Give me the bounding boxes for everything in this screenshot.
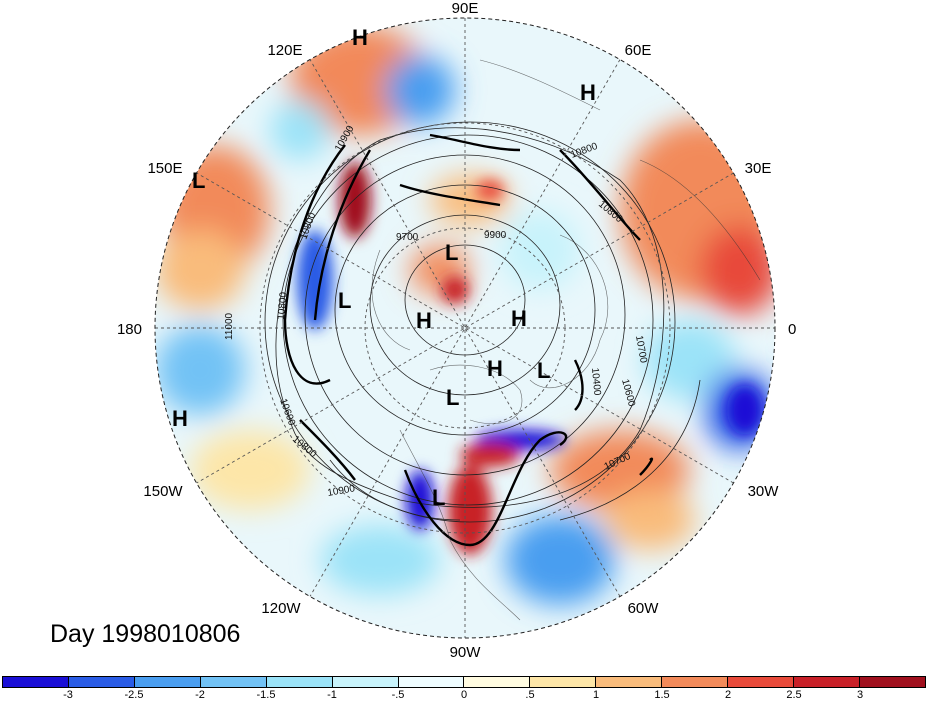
lon-label-150w: 150W xyxy=(143,483,183,500)
colorbar-tick-label: -3 xyxy=(63,689,73,701)
high-marker: H xyxy=(416,308,432,333)
high-marker: H xyxy=(487,356,503,381)
anomaly-shading xyxy=(155,25,775,605)
lon-label-60e: 60E xyxy=(625,42,652,59)
lon-label-90e: 90E xyxy=(452,0,479,17)
lon-label-120w: 120W xyxy=(261,600,301,617)
lon-label-90w: 90W xyxy=(450,644,482,661)
lon-label-30e: 30E xyxy=(745,160,772,177)
low-marker: L xyxy=(445,240,458,265)
lon-label-120e: 120E xyxy=(267,42,302,59)
contour-label: 11000 xyxy=(224,312,235,340)
high-marker: H xyxy=(352,25,368,50)
colorbar-ticks: -3 -2.5 -2 -1.5 -1 -.5 0 .5 1 1.5 2 2.5 3 xyxy=(2,689,926,702)
low-marker: L xyxy=(432,485,445,510)
colorbar-swatch xyxy=(728,677,795,687)
colorbar xyxy=(2,676,926,688)
contour-label: 9900 xyxy=(484,230,507,241)
colorbar-swatch xyxy=(266,677,333,687)
colorbar-swatch xyxy=(794,677,860,687)
contour-label: 9700 xyxy=(396,232,419,243)
low-marker: L xyxy=(446,385,459,410)
colorbar-swatch xyxy=(662,677,729,687)
colorbar-tick-label: -1.5 xyxy=(256,689,276,701)
lon-label-180: 180 xyxy=(117,321,142,338)
colorbar-tick-label: 3 xyxy=(856,689,864,701)
colorbar-tick-label: 2.5 xyxy=(786,689,802,701)
high-marker: H xyxy=(580,80,596,105)
low-marker: L xyxy=(338,288,351,313)
longitude-labels: 90E 60E 30E 0 30W 60W 90W 120W 150W 180 … xyxy=(117,0,796,661)
coastlines xyxy=(371,59,761,621)
colorbar-swatch xyxy=(530,677,597,687)
date-label: Day 1998010806 xyxy=(50,620,241,648)
lon-label-30w: 30W xyxy=(748,483,780,500)
colorbar-swatch xyxy=(200,677,267,687)
colorbar-swatch xyxy=(3,677,69,687)
lon-label-0: 0 xyxy=(788,321,796,338)
colorbar-tick-label: -.5 xyxy=(391,689,405,701)
colorbar-tick-label: -1 xyxy=(327,689,337,701)
polar-map: 90E 60E 30E 0 30W 60W 90W 120W 150W 180 … xyxy=(117,0,796,661)
colorbar-swatch xyxy=(398,677,465,687)
high-marker: H xyxy=(172,406,188,431)
colorbar-tick-label: .5 xyxy=(525,689,535,701)
colorbar-tick-label: -2 xyxy=(195,689,205,701)
colorbar-tick-label: 2 xyxy=(724,689,732,701)
colorbar-tick-label: 1.5 xyxy=(654,689,670,701)
colorbar-swatch xyxy=(68,677,135,687)
low-marker: L xyxy=(537,358,550,383)
colorbar-swatch xyxy=(332,677,399,687)
graticule xyxy=(155,18,775,638)
lon-label-150e: 150E xyxy=(147,160,182,177)
high-marker: H xyxy=(511,306,527,331)
colorbar-swatch xyxy=(859,677,925,687)
colorbar-swatch xyxy=(464,677,531,687)
contour-label: 10400 xyxy=(589,367,602,396)
colorbar-swatch xyxy=(596,677,663,687)
colorbar-tick-label: 1 xyxy=(592,689,600,701)
colorbar-tick-label: 0 xyxy=(460,689,468,701)
lon-label-60w: 60W xyxy=(628,600,660,617)
contour-label: 10900 xyxy=(327,483,357,499)
colorbar-tick-label: -2.5 xyxy=(124,689,144,701)
jet-contours xyxy=(283,133,654,547)
colorbar-swatch xyxy=(134,677,201,687)
pressure-markers: H H L H L L H H H L L L xyxy=(172,25,596,510)
low-marker: L xyxy=(192,168,205,193)
anomaly-cores xyxy=(297,162,763,555)
contour-label: 10700 xyxy=(633,335,649,365)
contour-label: 10800 xyxy=(276,291,289,320)
map-boundary xyxy=(154,17,776,639)
